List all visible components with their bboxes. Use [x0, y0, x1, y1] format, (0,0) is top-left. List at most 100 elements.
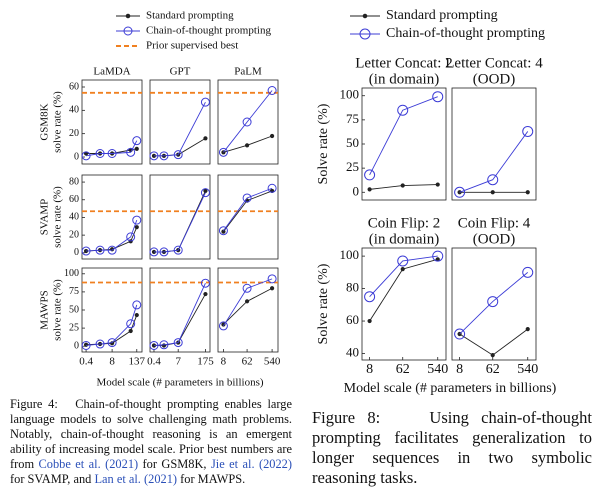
citation[interactable]: Jie et al. (2022): [210, 457, 292, 471]
data-point: [134, 146, 139, 151]
data-point: [522, 266, 534, 278]
data-point: [218, 321, 228, 331]
x-tick-label: 0.4: [147, 356, 161, 368]
data-point: [149, 151, 159, 161]
citation[interactable]: Cobbe et al. (2021): [38, 457, 139, 471]
series-line: [223, 287, 273, 325]
x-axis-label: Model scale (# parameters in billions): [96, 377, 263, 389]
y-axis-label: Solve rate (%): [316, 103, 331, 184]
data-point: [267, 274, 277, 284]
y-axis-label: GSM8K: [39, 103, 51, 140]
panel-frame: [81, 267, 143, 353]
citation[interactable]: Lan et al. (2021): [94, 472, 178, 486]
x-tick-label: 62: [486, 362, 500, 377]
data-point: [397, 255, 409, 267]
legend-marker: [123, 26, 133, 36]
panel-title: Coin Flip: 2: [368, 215, 441, 231]
series-line: [153, 190, 206, 253]
y-tick-label: 0: [74, 341, 79, 352]
panel-frame: [217, 79, 279, 165]
data-point: [126, 232, 136, 242]
data-point: [203, 136, 208, 141]
legend-marker: [362, 13, 368, 19]
figure-4-caption: Figure 4: Chain-of-thought prompting ena…: [10, 397, 292, 487]
y-axis-label: solve rate (%): [52, 91, 64, 153]
series-line: [86, 304, 138, 346]
series-line: [153, 101, 206, 157]
data-point: [173, 245, 183, 255]
panel-title: LaMDA: [93, 66, 130, 78]
x-tick-label: 540: [427, 362, 448, 377]
caption-label: Figure 8:: [312, 408, 381, 427]
data-point: [525, 190, 530, 195]
data-point: [95, 245, 105, 255]
data-point: [203, 291, 208, 297]
data-point: [95, 339, 105, 349]
y-tick-label: 0: [353, 183, 360, 198]
x-tick-label: 137: [129, 356, 146, 368]
caption-text: for MAWPS.: [177, 472, 246, 486]
x-tick-label: 8: [221, 356, 227, 368]
data-point: [267, 86, 277, 95]
figures: Standard prompting Chain-of-thought promp…: [39, 8, 557, 396]
data-point: [490, 190, 495, 195]
panel-frame: [451, 247, 537, 361]
y-axis-label: SVAMP: [39, 199, 51, 236]
data-point: [490, 353, 495, 358]
data-point: [242, 283, 252, 293]
x-tick-label: 62: [242, 356, 253, 368]
series-line: [369, 255, 438, 298]
data-point: [126, 319, 136, 329]
x-tick-label: 175: [197, 356, 214, 368]
data-point: [454, 328, 466, 340]
data-point: [95, 149, 105, 158]
panel-frame: [361, 87, 447, 201]
panel-title: Coin Flip: 4: [458, 215, 531, 231]
y-tick-label: 0: [74, 151, 79, 162]
panel-frame: [81, 79, 143, 165]
legend-marker: [359, 28, 371, 40]
panel-frame: [149, 79, 211, 165]
y-tick-label: 50: [69, 304, 79, 315]
data-point: [242, 117, 252, 127]
data-point: [128, 328, 133, 334]
y-tick-label: 0: [74, 247, 79, 258]
x-tick-label: 8: [366, 362, 373, 377]
data-point: [400, 267, 405, 272]
data-point: [81, 246, 91, 256]
data-point: [400, 183, 405, 188]
y-tick-label: 100: [340, 87, 360, 102]
y-tick-label: 50: [346, 135, 359, 150]
data-point: [364, 169, 376, 181]
series-line: [223, 90, 273, 153]
data-point: [267, 183, 277, 193]
x-tick-label: 540: [264, 356, 281, 368]
y-tick-label: 80: [346, 280, 359, 295]
series-line: [459, 272, 529, 335]
panel-title: Letter Concat: 2: [355, 55, 452, 71]
x-tick-label: 62: [396, 362, 410, 377]
y-axis-label: solve rate (%): [52, 186, 64, 248]
x-tick-label: 8: [456, 362, 463, 377]
caption-text: for SVAMP, and: [10, 472, 95, 486]
data-point: [454, 186, 466, 198]
caption-label: Figure 4:: [10, 397, 58, 411]
data-point: [487, 296, 499, 308]
y-tick-label: 20: [69, 229, 79, 240]
legend-label: Chain-of-thought prompting: [386, 26, 545, 41]
data-point: [432, 250, 444, 262]
panel-frame: [217, 267, 279, 353]
y-tick-label: 75: [346, 111, 359, 126]
y-axis-label: Solve rate (%): [316, 263, 331, 344]
y-tick-label: 60: [69, 81, 79, 92]
y-axis-label: solve rate (%): [52, 279, 64, 341]
data-point: [81, 340, 91, 350]
data-point: [132, 215, 142, 225]
data-point: [244, 143, 250, 148]
legend-label: Prior supervised best: [146, 40, 238, 52]
data-point: [522, 125, 534, 137]
panel-title: (in domain): [369, 231, 439, 247]
data-point: [200, 188, 210, 198]
data-point: [149, 340, 159, 350]
